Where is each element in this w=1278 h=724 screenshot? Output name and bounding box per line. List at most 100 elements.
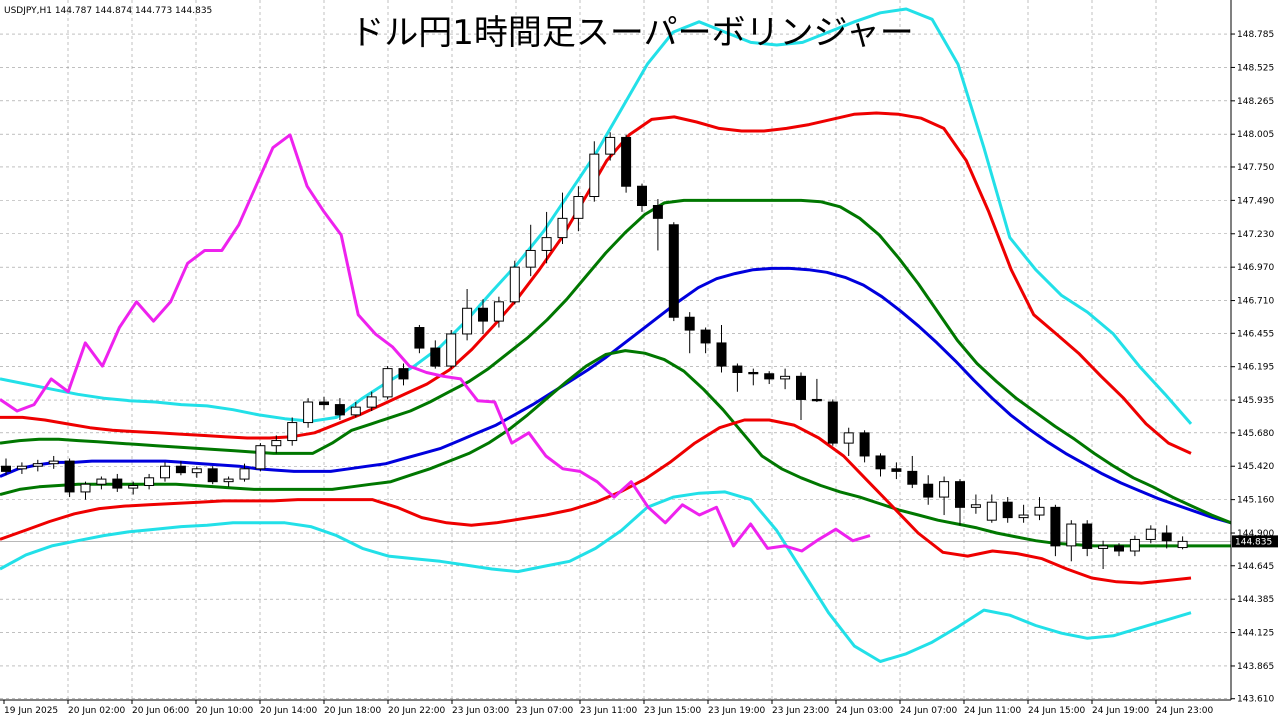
x-tick-label: 20 Jun 06:00 xyxy=(132,706,189,716)
candle-bull xyxy=(525,249,536,268)
candle-bear xyxy=(430,347,441,367)
last-price-tag: 144.835 xyxy=(1232,535,1278,548)
last-price-box xyxy=(1232,535,1278,548)
series-line-minus3 xyxy=(0,490,1192,663)
candle-bear xyxy=(1082,523,1093,549)
series-line-plus1 xyxy=(0,198,1232,525)
series-line-minus1 xyxy=(0,349,1231,548)
candle-bear xyxy=(319,401,329,406)
candle-bear xyxy=(478,307,488,322)
chart-title: ドル円1時間足スーパーボリンジャー xyxy=(350,13,914,53)
x-tick-label: 23 Jun 03:00 xyxy=(452,706,509,716)
candle-bull xyxy=(446,333,457,367)
x-tick-label: 20 Jun 18:00 xyxy=(324,706,381,716)
candle-bull xyxy=(382,368,393,398)
x-tick-label: 24 Jun 23:00 xyxy=(1156,706,1213,716)
candle-bull xyxy=(1129,538,1140,552)
y-tick-label: 148.265 xyxy=(1237,97,1274,107)
candle-bear xyxy=(207,468,218,483)
candle-bull xyxy=(589,153,600,198)
y-tick-label: 145.680 xyxy=(1237,429,1274,439)
y-tick-label: 146.455 xyxy=(1237,329,1274,339)
candle-bear xyxy=(1114,545,1124,552)
x-tick-label: 24 Jun 07:00 xyxy=(900,706,957,716)
y-tick-label: 143.865 xyxy=(1237,662,1274,672)
candle-bull xyxy=(287,422,298,442)
candle-bull xyxy=(366,396,377,408)
candle-bull xyxy=(970,504,981,508)
candle-bull xyxy=(939,481,950,498)
x-tick-label: 23 Jun 19:00 xyxy=(708,706,765,716)
candle-bull xyxy=(350,406,361,416)
candle-bull xyxy=(541,237,552,251)
candle-bear xyxy=(700,329,711,344)
candle-bull xyxy=(1018,514,1029,519)
y-tick-label: 147.490 xyxy=(1237,196,1274,206)
candle-bear xyxy=(891,468,902,472)
candle-bear xyxy=(748,371,759,375)
candle-bull xyxy=(191,468,202,474)
candle-bear xyxy=(827,401,838,444)
x-tick-label: 24 Jun 19:00 xyxy=(1092,706,1149,716)
candle-bear xyxy=(796,375,806,400)
y-tick-label: 146.710 xyxy=(1237,297,1274,307)
candle-bull xyxy=(986,501,997,521)
candle-bull xyxy=(223,478,234,483)
candle-bear xyxy=(923,483,934,498)
y-tick-label: 146.970 xyxy=(1237,263,1274,273)
candle-bear xyxy=(764,373,775,380)
candle-bull xyxy=(128,485,139,489)
y-tick-label: 148.525 xyxy=(1237,63,1274,73)
candle-bear xyxy=(684,316,695,331)
candle-bear xyxy=(637,185,647,207)
candle-bear xyxy=(334,404,345,416)
candle-bull xyxy=(1145,528,1156,540)
y-tick-label: 147.230 xyxy=(1237,230,1274,240)
candle-bear xyxy=(1050,506,1061,547)
candle-bull xyxy=(303,401,314,424)
candle-bull xyxy=(1098,545,1109,549)
x-tick-label: 24 Jun 03:00 xyxy=(836,706,893,716)
candle-bear xyxy=(875,455,886,470)
candle-bull xyxy=(493,301,504,322)
y-tick-label: 144.900 xyxy=(1237,529,1274,539)
candle-bear xyxy=(1,465,11,472)
x-tick-label: 19 Jun 2025 xyxy=(4,706,58,716)
candle-bull xyxy=(96,478,107,485)
x-tick-label: 24 Jun 11:00 xyxy=(964,706,1021,716)
candle-bull xyxy=(239,468,250,480)
candle-bear xyxy=(811,398,822,402)
y-tick-label: 144.125 xyxy=(1237,629,1274,639)
y-tick-label: 145.160 xyxy=(1237,496,1274,506)
candle-bear xyxy=(732,365,743,373)
candle-bull xyxy=(605,136,616,155)
candle-bear xyxy=(112,478,123,489)
candle-bear xyxy=(668,224,679,318)
candle-bull xyxy=(144,477,155,487)
candle-bull xyxy=(271,440,282,447)
series-line-minus2 xyxy=(0,418,1192,585)
y-tick-label: 148.005 xyxy=(1237,130,1274,140)
candle-bull xyxy=(16,465,27,470)
y-tick-label: 147.750 xyxy=(1237,163,1274,173)
candle-bull xyxy=(462,307,473,335)
x-axis: 19 Jun 2025 20 Jun 02:00 20 Jun 06:00 20 Ju… xyxy=(3,700,1213,716)
candle-bear xyxy=(64,460,75,493)
candle-bull xyxy=(80,483,91,493)
y-tick-label: 144.385 xyxy=(1237,595,1274,605)
candle-bull xyxy=(557,217,568,239)
candles xyxy=(1,132,1188,569)
y-axis: 148.785 148.525 148.265 148.005 147.750 147.4… xyxy=(1231,30,1274,705)
candle-bull xyxy=(1066,523,1077,547)
candle-bull xyxy=(509,266,520,303)
y-tick-label: 143.610 xyxy=(1237,695,1274,705)
x-tick-label: 23 Jun 11:00 xyxy=(580,706,637,716)
candle-bear xyxy=(652,205,663,219)
candle-bull xyxy=(255,445,266,470)
x-tick-label: 23 Jun 23:00 xyxy=(772,706,829,716)
x-tick-label: 23 Jun 07:00 xyxy=(516,706,573,716)
candle-bull xyxy=(573,196,584,219)
